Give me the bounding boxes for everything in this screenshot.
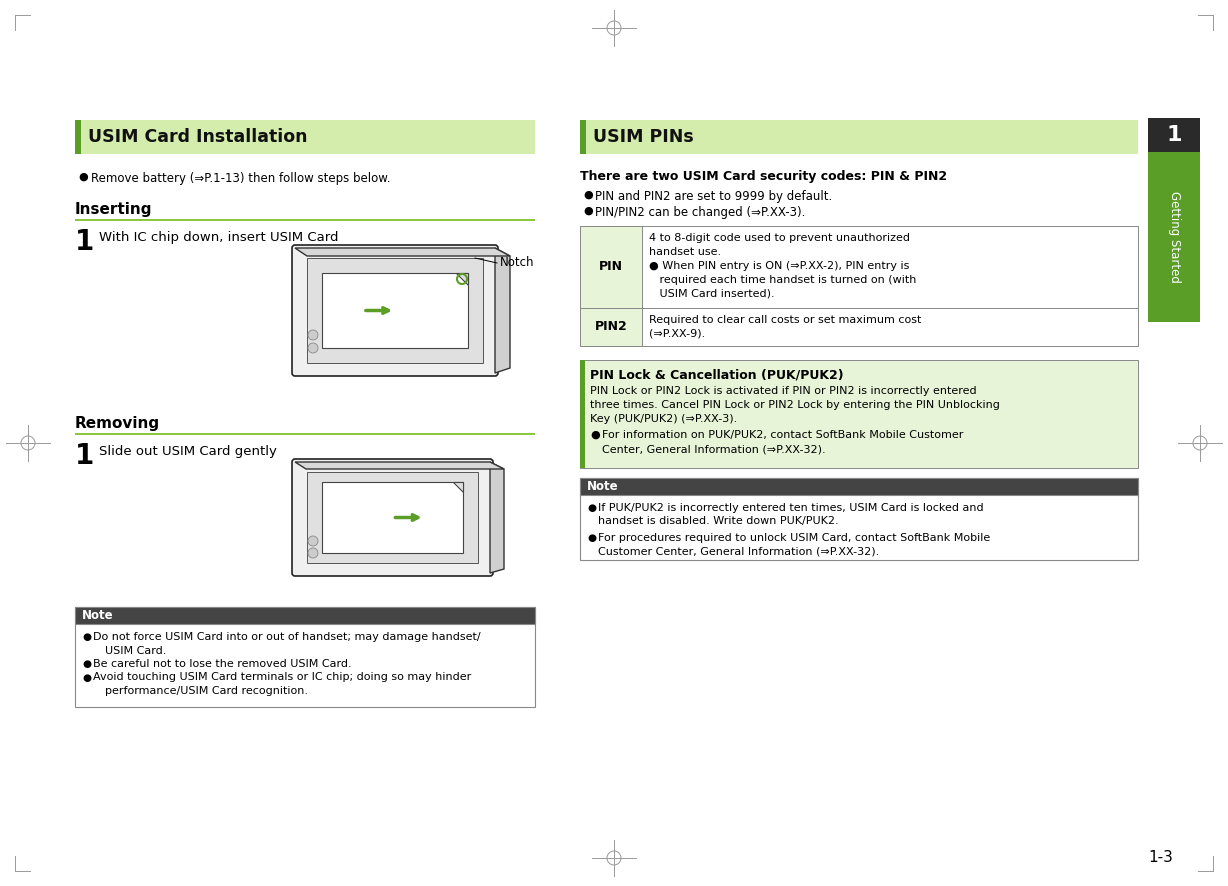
Bar [75, 120, 535, 154]
Text: For information on PUK/PUK2, contact SoftBank Mobile Customer: For information on PUK/PUK2, contact Sof… [602, 430, 964, 440]
Bar [75, 120, 81, 154]
Text: PIN: PIN [599, 260, 623, 274]
Text: ●: ● [587, 533, 596, 543]
Bar [75, 219, 535, 221]
Text: Notch: Notch [500, 257, 534, 269]
Text: USIM Card Installation: USIM Card Installation [88, 128, 307, 146]
Text: Getting Started: Getting Started [1168, 191, 1180, 283]
Polygon shape [456, 273, 468, 285]
Text: With IC chip down, insert USIM Card: With IC chip down, insert USIM Card [99, 231, 339, 244]
Polygon shape [495, 248, 510, 373]
Bar [580, 120, 1138, 154]
Circle shape [308, 343, 318, 353]
Text: required each time handset is turned on (with: required each time handset is turned on … [650, 275, 916, 285]
Text: PIN Lock & Cancellation (PUK/PUK2): PIN Lock & Cancellation (PUK/PUK2) [589, 368, 844, 381]
Text: PIN/PIN2 can be changed (⇒P.XX-3).: PIN/PIN2 can be changed (⇒P.XX-3). [596, 206, 806, 219]
Bar [1148, 118, 1200, 152]
Text: ● When PIN entry is ON (⇒P.XX-2), PIN entry is: ● When PIN entry is ON (⇒P.XX-2), PIN en… [650, 261, 910, 271]
Text: PIN Lock or PIN2 Lock is activated if PIN or PIN2 is incorrectly entered: PIN Lock or PIN2 Lock is activated if PI… [589, 386, 976, 396]
Text: handset is disabled. Write down PUK/PUK2.: handset is disabled. Write down PUK/PUK2… [598, 516, 839, 526]
Bar [580, 360, 1138, 468]
Text: PIN and PIN2 are set to 9999 by default.: PIN and PIN2 are set to 9999 by default. [596, 190, 833, 203]
Text: Avoid touching USIM Card terminals or IC chip; doing so may hinder: Avoid touching USIM Card terminals or IC… [93, 672, 472, 682]
Text: If PUK/PUK2 is incorrectly entered ten times, USIM Card is locked and: If PUK/PUK2 is incorrectly entered ten t… [598, 503, 984, 513]
Text: 1: 1 [75, 442, 95, 470]
Polygon shape [453, 482, 463, 492]
Text: Remove battery (⇒P.1-13) then follow steps below.: Remove battery (⇒P.1-13) then follow ste… [91, 172, 391, 185]
Polygon shape [490, 462, 503, 573]
Text: Center, General Information (⇒P.XX-32).: Center, General Information (⇒P.XX-32). [602, 444, 825, 454]
Polygon shape [295, 462, 503, 469]
Bar [580, 360, 585, 468]
Text: 1-3: 1-3 [1148, 850, 1173, 865]
Text: ●: ● [589, 430, 599, 440]
Text: Note: Note [587, 480, 619, 493]
Bar [580, 478, 1138, 495]
Bar [307, 472, 478, 563]
Text: handset use.: handset use. [650, 247, 721, 257]
Circle shape [308, 536, 318, 546]
Text: Be careful not to lose the removed USIM Card.: Be careful not to lose the removed USIM … [93, 659, 351, 669]
Text: 4 to 8-digit code used to prevent unauthorized: 4 to 8-digit code used to prevent unauth… [650, 233, 910, 243]
Text: USIM Card.: USIM Card. [106, 646, 166, 656]
Text: Note: Note [82, 609, 114, 622]
Text: ●: ● [82, 672, 91, 682]
Text: Slide out USIM Card gently: Slide out USIM Card gently [99, 445, 276, 458]
Circle shape [308, 330, 318, 340]
Text: Required to clear call costs or set maximum cost: Required to clear call costs or set maxi… [650, 315, 921, 325]
Text: ●: ● [82, 659, 91, 669]
Bar [75, 607, 535, 624]
Text: USIM PINs: USIM PINs [593, 128, 694, 146]
Text: Do not force USIM Card into or out of handset; may damage handset/: Do not force USIM Card into or out of ha… [93, 632, 480, 642]
Bar [75, 607, 535, 707]
Bar [580, 308, 1138, 346]
Bar [322, 482, 463, 553]
Text: There are two USIM Card security codes: PIN & PIN2: There are two USIM Card security codes: … [580, 170, 947, 183]
Bar [580, 308, 642, 346]
FancyBboxPatch shape [292, 459, 492, 576]
Text: 1: 1 [1167, 125, 1181, 145]
Bar [75, 433, 535, 435]
FancyBboxPatch shape [292, 245, 499, 376]
Text: USIM Card inserted).: USIM Card inserted). [650, 289, 775, 299]
Text: Key (PUK/PUK2) (⇒P.XX-3).: Key (PUK/PUK2) (⇒P.XX-3). [589, 414, 737, 424]
Text: For procedures required to unlock USIM Card, contact SoftBank Mobile: For procedures required to unlock USIM C… [598, 533, 990, 543]
Bar [307, 258, 483, 363]
Bar [580, 120, 586, 154]
Text: Removing: Removing [75, 416, 160, 431]
Bar [580, 478, 1138, 560]
Circle shape [308, 548, 318, 558]
Text: ●: ● [583, 190, 593, 200]
Text: 1: 1 [75, 228, 95, 256]
Text: PIN2: PIN2 [594, 321, 628, 333]
Text: Customer Center, General Information (⇒P.XX-32).: Customer Center, General Information (⇒P… [598, 546, 879, 556]
Text: three times. Cancel PIN Lock or PIN2 Lock by entering the PIN Unblocking: three times. Cancel PIN Lock or PIN2 Loc… [589, 400, 1000, 410]
Bar [322, 273, 468, 348]
Text: ●: ● [82, 632, 91, 642]
Text: ●: ● [583, 206, 593, 216]
Bar [1148, 152, 1200, 322]
Text: Inserting: Inserting [75, 202, 152, 217]
Bar [580, 226, 642, 308]
Polygon shape [295, 248, 510, 256]
Bar [580, 226, 1138, 308]
Text: ●: ● [587, 503, 596, 513]
Text: (⇒P.XX-9).: (⇒P.XX-9). [650, 329, 705, 339]
Text: ●: ● [79, 172, 87, 182]
Text: performance/USIM Card recognition.: performance/USIM Card recognition. [106, 686, 308, 696]
